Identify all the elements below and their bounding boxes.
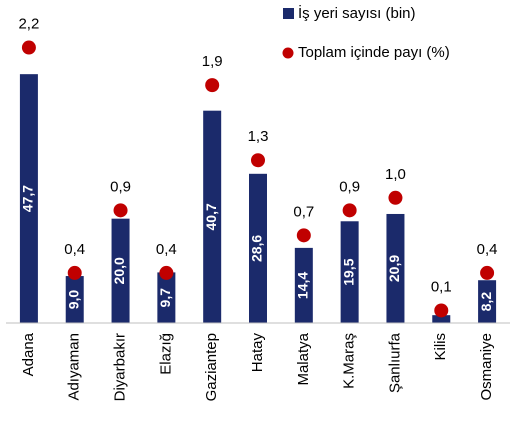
dot-value-label: 0,9 xyxy=(110,178,131,195)
bar-value-label: 47,7 xyxy=(20,185,36,212)
dot xyxy=(21,40,36,55)
dot xyxy=(388,190,403,205)
dot-value-label: 0,4 xyxy=(477,241,498,258)
dot-value-label: 1,0 xyxy=(385,166,406,183)
bar xyxy=(203,110,222,323)
dot xyxy=(113,203,128,218)
dot-value-label: 0,4 xyxy=(156,241,177,258)
dot xyxy=(159,265,174,280)
dot-value-label: 0,7 xyxy=(293,203,314,220)
dot xyxy=(67,265,82,280)
bar-value-label: 8,2 xyxy=(478,292,494,312)
x-tick-label: Kilis xyxy=(432,333,449,361)
dot xyxy=(342,203,357,218)
x-tick-label: Elazığ xyxy=(157,333,174,375)
bar xyxy=(340,221,359,323)
legend-swatch xyxy=(283,8,294,19)
legend-swatch xyxy=(282,47,294,59)
bar-value-label: 40,7 xyxy=(203,203,219,230)
x-tick-label: Hatay xyxy=(249,333,266,373)
bar xyxy=(111,218,130,323)
dot xyxy=(205,78,220,93)
x-tick-label: Diyarbakır xyxy=(112,333,129,401)
bar xyxy=(65,276,84,323)
x-tick-label: Malatya xyxy=(295,332,312,385)
bar xyxy=(432,315,451,323)
bar-value-label: 14,4 xyxy=(295,272,311,299)
bar xyxy=(294,247,313,323)
bar-value-label: 19,5 xyxy=(340,258,356,285)
x-tick-label: Adana xyxy=(20,332,37,376)
dot xyxy=(480,265,495,280)
bar-value-label: 20,0 xyxy=(111,257,127,284)
dot xyxy=(296,228,311,243)
bar xyxy=(249,173,267,323)
dot-value-label: 0,1 xyxy=(431,278,452,295)
dot xyxy=(251,153,265,168)
x-tick-label: Şanlıurfa xyxy=(386,332,403,393)
bar xyxy=(19,74,38,323)
dot-value-label: 0,9 xyxy=(339,178,360,195)
bar-value-label: 28,6 xyxy=(249,235,265,262)
legend-label: İş yeri sayısı (bin) xyxy=(298,4,416,22)
bar-value-label: 9,7 xyxy=(157,288,173,308)
dot-value-label: 1,9 xyxy=(202,53,223,70)
dot xyxy=(434,303,449,318)
bar-value-label: 20,9 xyxy=(386,255,402,282)
dot-value-label: 1,3 xyxy=(248,128,269,145)
dot-value-label: 2,2 xyxy=(18,16,39,33)
dot-value-label: 0,4 xyxy=(64,241,85,258)
bar xyxy=(386,213,405,323)
bar xyxy=(157,272,176,323)
bar-value-label: 9,0 xyxy=(65,290,81,310)
x-tick-label: K.Maraş xyxy=(341,333,358,389)
bar xyxy=(478,280,497,323)
x-tick-label: Adıyaman xyxy=(66,333,83,401)
x-tick-label: Gaziantep xyxy=(203,333,220,401)
legend-label: Toplam içinde payı (%) xyxy=(298,44,450,61)
x-tick-label: Osmaniye xyxy=(478,333,495,401)
